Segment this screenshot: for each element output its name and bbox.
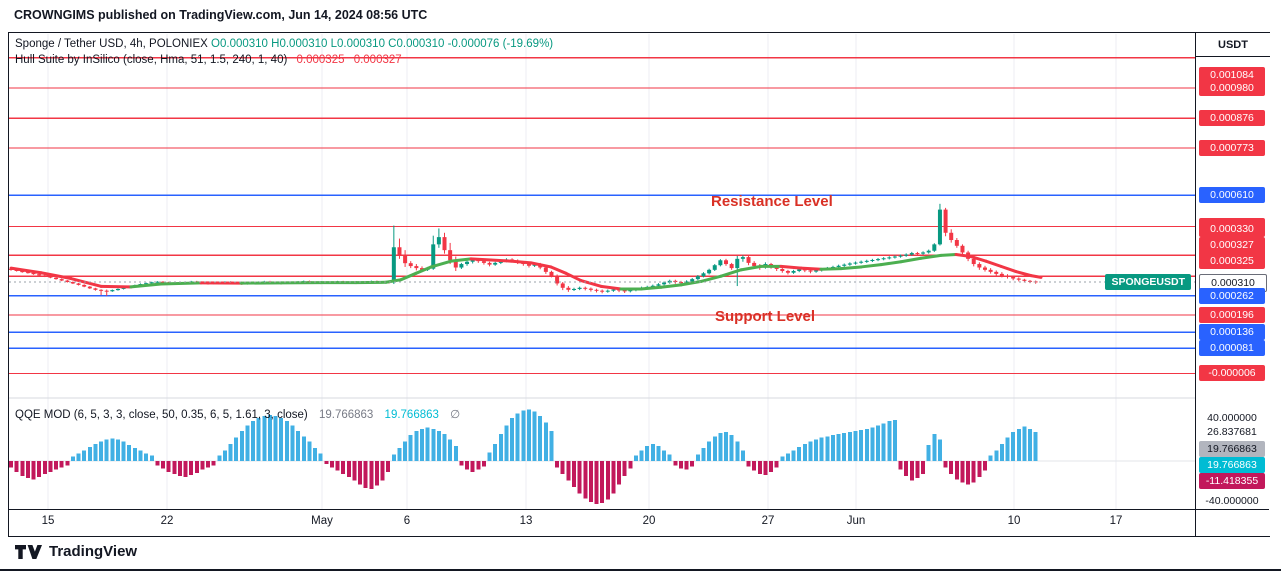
date-axis-tick[interactable]: 15	[41, 515, 55, 527]
date-axis-tick[interactable]: 27	[761, 515, 775, 527]
date-axis-tick[interactable]: 22	[160, 515, 174, 527]
currency-label[interactable]: USDT	[1196, 33, 1270, 57]
footer: TradingView	[14, 543, 137, 560]
qqe-legend: QQE MOD (6, 5, 3, 3, close, 50, 0.35, 6,…	[15, 407, 460, 421]
current-price-label: 0.000310	[1199, 274, 1267, 292]
price-level-lines	[9, 57, 1197, 375]
symbol-title: Sponge / Tether USD, 4h, POLONIEX	[15, 38, 208, 50]
date-axis-tick[interactable]: May	[311, 515, 333, 527]
qqe-value-1: 19.766863	[318, 409, 374, 421]
price-level-label: 0.000081	[1199, 340, 1265, 357]
brand-name[interactable]: TradingView	[49, 543, 138, 560]
candlesticks	[9, 203, 1038, 296]
date-axis-tick[interactable]: 6	[403, 515, 411, 527]
qqe-axis-label: -11.418355	[1199, 473, 1265, 489]
qqe-histogram	[9, 409, 1038, 504]
tradingview-logo-icon[interactable]	[14, 544, 42, 560]
price-level-label: 0.000325	[1199, 253, 1265, 269]
ticker-price-tag: SPONGEUSDT	[1105, 274, 1191, 290]
price-level-label: 0.000773	[1199, 139, 1265, 156]
time-scale[interactable]: 15 22 May 6 13 20 27 Jun 10 17	[9, 509, 1269, 537]
price-scale[interactable]: USDT 0.000310 0.001084 0.000980 0.000876 0.…	[1195, 33, 1270, 536]
price-level-label: 0.000136	[1199, 324, 1265, 341]
price-level-label: -0.000006	[1199, 365, 1265, 382]
attribution-text: CROWNGIMS published on TradingView.com, …	[14, 8, 428, 22]
chart-legend: Sponge / Tether USD, 4h, POLONIEX O0.000…	[15, 36, 553, 68]
price-level-label: 0.000876	[1199, 110, 1265, 127]
date-axis-tick[interactable]: 20	[642, 515, 656, 527]
qqe-indicator-title: QQE MOD (6, 5, 3, 3, close, 50, 0.35, 6,…	[15, 409, 308, 421]
price-level-label: 0.000327	[1199, 237, 1265, 253]
date-axis-tick[interactable]: 17	[1109, 515, 1123, 527]
empty-set-icon: ∅	[450, 409, 461, 421]
date-axis-tick[interactable]: 10	[1007, 515, 1021, 527]
price-level-label: 0.000330	[1199, 221, 1265, 237]
price-level-label: 0.000196	[1199, 307, 1265, 323]
date-axis-tick[interactable]: Jun	[846, 515, 866, 527]
qqe-value-2: 19.766863	[384, 409, 439, 421]
hull-suite-line	[9, 252, 1043, 291]
ohlc-values: O0.000310 H0.000310 L0.000310 C0.000310 …	[211, 38, 554, 50]
qqe-axis-label: 26.837681	[1207, 426, 1257, 438]
price-level-label: 0.000262	[1199, 287, 1265, 304]
hull-value-1: 0.000325	[296, 54, 345, 66]
price-level-label: 0.000610	[1199, 187, 1265, 204]
grid-lines	[47, 34, 1117, 509]
price-level-label: 0.001084	[1199, 67, 1265, 83]
resistance-level-text: Resistance Level	[711, 193, 833, 210]
hull-value-2: 0.000327	[353, 54, 402, 66]
bottom-border	[0, 569, 1281, 571]
hull-indicator-title: Hull Suite by InSilico (close, Hma, 51, …	[15, 54, 288, 66]
chart-canvas[interactable]	[9, 33, 1197, 509]
price-level-label: 0.000980	[1199, 80, 1265, 96]
qqe-axis-label: 19.766863	[1199, 457, 1265, 473]
support-level-text: Support Level	[715, 308, 816, 325]
chart-frame: Sponge / Tether USD, 4h, POLONIEX O0.000…	[8, 32, 1270, 537]
qqe-axis-label: 19.766863	[1199, 441, 1265, 457]
date-axis-tick[interactable]: 13	[519, 515, 533, 527]
qqe-axis-label: 40.000000	[1207, 412, 1257, 424]
qqe-axis-label: -40.000000	[1205, 495, 1259, 507]
